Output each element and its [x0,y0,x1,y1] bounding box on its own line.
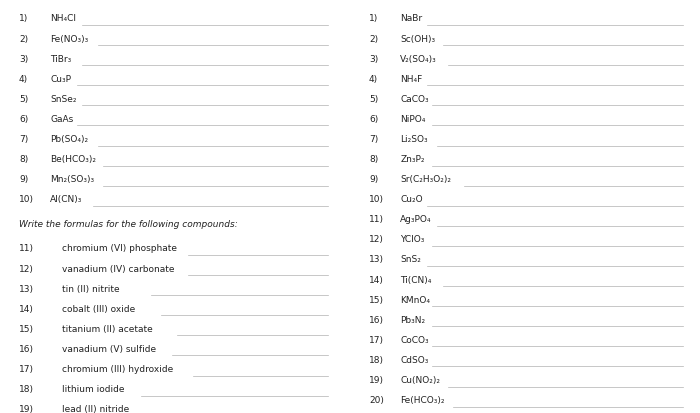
Text: YClO₃: YClO₃ [400,235,425,244]
Text: 12): 12) [369,235,384,244]
Text: KMnO₄: KMnO₄ [400,295,430,304]
Text: NiPO₄: NiPO₄ [400,114,426,123]
Text: lead (II) nitride: lead (II) nitride [62,404,129,413]
Text: 20): 20) [369,395,384,404]
Text: tin (II) nitrite: tin (II) nitrite [62,284,119,293]
Text: CaCO₃: CaCO₃ [400,95,429,104]
Text: NH₄F: NH₄F [400,75,423,83]
Text: 15): 15) [369,295,384,304]
Text: Li₂SO₃: Li₂SO₃ [400,135,428,144]
Text: 14): 14) [369,275,384,284]
Text: Ti(CN)₄: Ti(CN)₄ [400,275,432,284]
Text: 16): 16) [19,344,34,353]
Text: 17): 17) [369,335,384,344]
Text: 9): 9) [19,175,28,184]
Text: Sc(OH)₃: Sc(OH)₃ [400,35,435,43]
Text: 19): 19) [19,404,34,413]
Text: 4): 4) [369,75,378,83]
Text: V₂(SO₄)₃: V₂(SO₄)₃ [400,55,437,64]
Text: 7): 7) [19,135,28,144]
Text: cobalt (III) oxide: cobalt (III) oxide [62,304,135,313]
Text: 18): 18) [19,384,34,393]
Text: 18): 18) [369,355,384,364]
Text: Mn₂(SO₃)₃: Mn₂(SO₃)₃ [50,175,94,184]
Text: 3): 3) [369,55,378,64]
Text: Pb(SO₄)₂: Pb(SO₄)₂ [50,135,88,144]
Text: vanadium (IV) carbonate: vanadium (IV) carbonate [62,264,174,273]
Text: 15): 15) [19,324,34,333]
Text: 17): 17) [19,364,34,373]
Text: 5): 5) [19,95,28,104]
Text: 12): 12) [19,264,34,273]
Text: chromium (VI) phosphate: chromium (VI) phosphate [62,244,176,253]
Text: TiBr₃: TiBr₃ [50,55,71,64]
Text: 10): 10) [19,195,34,204]
Text: 2): 2) [369,35,378,43]
Text: 6): 6) [19,114,28,123]
Text: NH₄Cl: NH₄Cl [50,14,76,24]
Text: 3): 3) [19,55,28,64]
Text: CdSO₃: CdSO₃ [400,355,429,364]
Text: 13): 13) [19,284,34,293]
Text: vanadium (V) sulfide: vanadium (V) sulfide [62,344,155,353]
Text: 1): 1) [369,14,378,24]
Text: 19): 19) [369,375,384,384]
Text: NaBr: NaBr [400,14,423,24]
Text: 11): 11) [369,215,384,224]
Text: Sr(C₂H₃O₂)₂: Sr(C₂H₃O₂)₂ [400,175,452,184]
Text: SnS₂: SnS₂ [400,255,421,264]
Text: titanium (II) acetate: titanium (II) acetate [62,324,153,333]
Text: 6): 6) [369,114,378,123]
Text: 14): 14) [19,304,34,313]
Text: 11): 11) [19,244,34,253]
Text: 9): 9) [369,175,378,184]
Text: 8): 8) [19,155,28,164]
Text: 2): 2) [19,35,28,43]
Text: Write the formulas for the following compounds:: Write the formulas for the following com… [19,220,238,229]
Text: 4): 4) [19,75,28,83]
Text: Fe(HCO₃)₂: Fe(HCO₃)₂ [400,395,445,404]
Text: Be(HCO₃)₂: Be(HCO₃)₂ [50,155,97,164]
Text: GaAs: GaAs [50,114,74,123]
Text: CoCO₃: CoCO₃ [400,335,429,344]
Text: 7): 7) [369,135,378,144]
Text: Zn₃P₂: Zn₃P₂ [400,155,425,164]
Text: 16): 16) [369,315,384,324]
Text: 8): 8) [369,155,378,164]
Text: lithium iodide: lithium iodide [62,384,124,393]
Text: Cu(NO₂)₂: Cu(NO₂)₂ [400,375,440,384]
Text: Ag₃PO₄: Ag₃PO₄ [400,215,432,224]
Text: 10): 10) [369,195,384,204]
Text: Fe(NO₃)₃: Fe(NO₃)₃ [50,35,89,43]
Text: Al(CN)₃: Al(CN)₃ [50,195,83,204]
Text: SnSe₂: SnSe₂ [50,95,77,104]
Text: Pb₃N₂: Pb₃N₂ [400,315,426,324]
Text: Cu₃P: Cu₃P [50,75,71,83]
Text: 1): 1) [19,14,28,24]
Text: 5): 5) [369,95,378,104]
Text: Cu₂O: Cu₂O [400,195,423,204]
Text: chromium (III) hydroxide: chromium (III) hydroxide [62,364,173,373]
Text: 13): 13) [369,255,384,264]
